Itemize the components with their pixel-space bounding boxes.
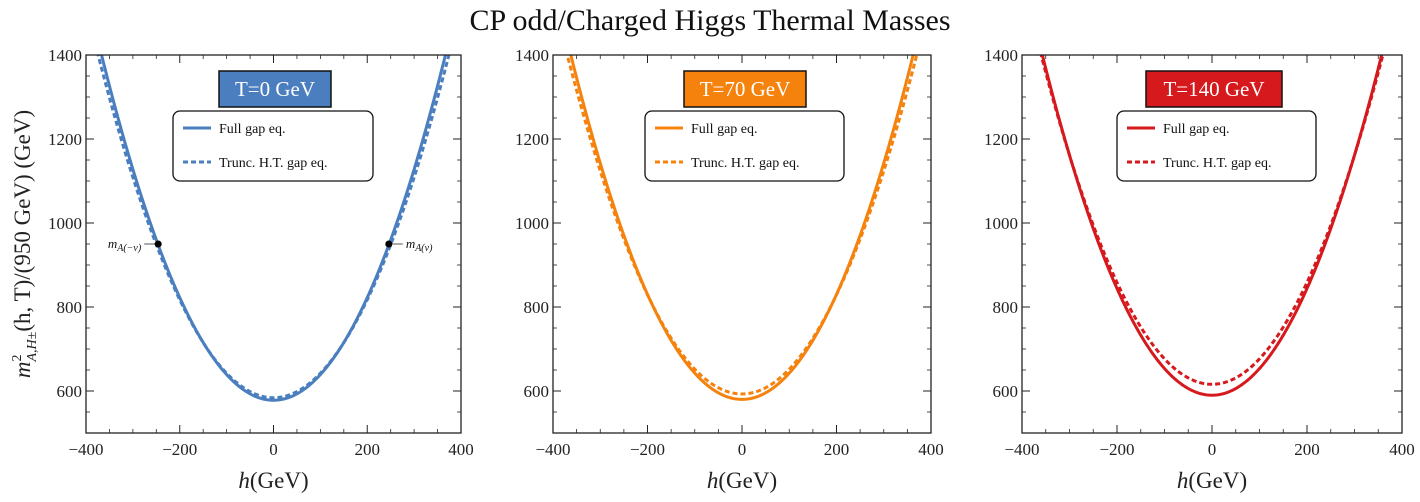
temperature-badge <box>1145 70 1283 108</box>
annotation-label-sub: A(v) <box>414 243 433 254</box>
y-axis-label-m: m <box>10 362 35 379</box>
x-axis-label-var: h <box>238 468 250 493</box>
y-axis-label-rest: (h, T)/(950 GeV) (GeV) <box>10 110 35 332</box>
panel-2: −400 −200 0 200 400 600 800 1000 1200 1400 h(GeV) T… <box>515 46 944 493</box>
temperature-badge-label: T=0 GeV <box>235 77 315 101</box>
temperature-badge <box>218 70 332 108</box>
figure-title: CP odd/Charged Higgs Thermal Masses <box>469 4 950 37</box>
annotation-point <box>385 240 393 248</box>
y-tick-label: 800 <box>993 298 1019 317</box>
y-axis-label-sup: 2 <box>10 355 25 362</box>
y-tick-label: 800 <box>57 298 83 317</box>
x-tick-label: −200 <box>162 440 197 459</box>
y-tick-label: 1000 <box>984 214 1018 233</box>
y-tick-label: 1200 <box>515 130 549 149</box>
y-tick-label: 1000 <box>515 214 549 233</box>
x-axis-label-unit: (GeV) <box>250 468 309 493</box>
panel-3: −400 −200 0 200 400 600 800 1000 1200 1400 h(GeV) T… <box>984 46 1415 493</box>
legend-box <box>172 110 374 182</box>
y-tick-label: 600 <box>524 382 550 401</box>
y-tick-label: 1400 <box>984 46 1018 65</box>
x-axis-label-var: h <box>1177 468 1189 493</box>
x-tick-label: −400 <box>535 440 570 459</box>
panels-group: −400 −200 0 200 400600800100012001400h(GeV)T… <box>10 46 1415 493</box>
series-line-truncated <box>1039 55 1385 386</box>
series-line-full <box>569 55 915 401</box>
annotation-label-main: m <box>108 236 117 251</box>
annotation-label-sub: A(−v) <box>116 243 142 254</box>
x-tick-label: 0 <box>1208 440 1217 459</box>
x-axis-label-unit: (GeV) <box>718 468 777 493</box>
temperature-badge <box>683 70 807 108</box>
x-axis-label: h(GeV) <box>707 468 777 493</box>
y-tick-label: 600 <box>57 382 83 401</box>
y-tick-label: 1200 <box>984 130 1018 149</box>
curves <box>96 55 451 402</box>
annotation-label: mA(v) <box>406 236 433 254</box>
x-tick-label: −200 <box>1099 440 1134 459</box>
curves <box>565 55 919 401</box>
legend-box <box>1116 110 1317 182</box>
series-line-truncated <box>96 55 451 400</box>
x-tick-label: 200 <box>355 440 381 459</box>
temperature-badge-label: T=70 GeV <box>700 77 791 101</box>
panel-1: −400 −200 0 200 400 600 800 1000 1200 1400 h(GeV) T… <box>48 46 474 493</box>
x-tick-label: 0 <box>738 440 747 459</box>
x-tick-label: −200 <box>630 440 665 459</box>
y-axis-label: m2A,H±(h, T)/(950 GeV) (GeV) <box>10 110 40 378</box>
legend-label: Full gap eq. <box>1163 122 1230 137</box>
y-tick-label: 600 <box>993 382 1019 401</box>
x-tick-label: 200 <box>1294 440 1320 459</box>
annotation-point <box>154 240 162 248</box>
x-tick-label: 0 <box>269 440 278 459</box>
annotation-label-main: m <box>406 236 415 251</box>
y-tick-label: 1400 <box>515 46 549 65</box>
legend-label: Trunc. H.T. gap eq. <box>691 156 800 171</box>
curves <box>1039 55 1385 397</box>
legend-label: Trunc. H.T. gap eq. <box>219 156 328 171</box>
series-line-full <box>100 55 447 402</box>
x-tick-label: 200 <box>824 440 850 459</box>
x-tick-label: 400 <box>918 440 944 459</box>
x-axis-label-unit: (GeV) <box>1188 468 1247 493</box>
x-axis-label: h(GeV) <box>1177 468 1247 493</box>
x-tick-label: 400 <box>1389 440 1415 459</box>
y-tick-label: 1400 <box>48 46 82 65</box>
x-tick-label: −400 <box>1004 440 1039 459</box>
legend-box <box>644 110 845 182</box>
annotation-label: mA(−v) <box>108 236 142 254</box>
x-axis-label-var: h <box>707 468 719 493</box>
y-tick-label: 800 <box>524 298 550 317</box>
y-tick-label: 1000 <box>48 214 82 233</box>
legend-label: Trunc. H.T. gap eq. <box>1163 156 1272 171</box>
x-tick-label: −400 <box>68 440 103 459</box>
legend-label: Full gap eq. <box>219 122 286 137</box>
y-tick-label: 1200 <box>48 130 82 149</box>
series-line-truncated <box>565 55 919 396</box>
x-tick-label: 400 <box>448 440 474 459</box>
legend-label: Full gap eq. <box>691 122 758 137</box>
x-axis-label: h(GeV) <box>238 468 308 493</box>
y-axis-label-sub: A,H± <box>25 331 40 362</box>
temperature-badge-label: T=140 GeV <box>1163 77 1264 101</box>
